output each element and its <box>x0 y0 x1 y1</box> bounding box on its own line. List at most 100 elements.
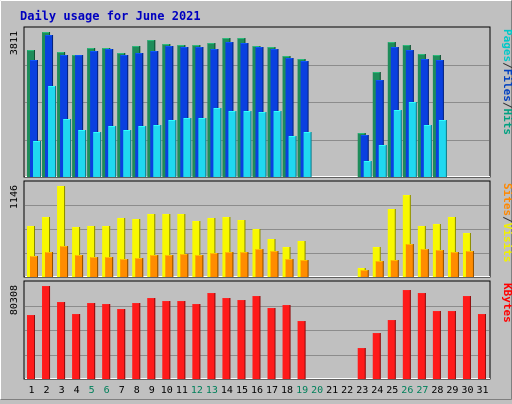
legend-entry: / <box>501 62 512 69</box>
bar-files-day-23-fill <box>360 135 369 177</box>
bar-kbytes-day-29-fill <box>447 311 456 379</box>
bar-pages-day-27 <box>423 125 432 177</box>
bar-sites-day-30-fill <box>465 251 474 277</box>
bar-files-day-18-fill <box>285 58 294 177</box>
bar-pages-day-13 <box>213 108 222 177</box>
x-tick-label-day-29: 29 <box>446 385 458 396</box>
bar-files-day-5-fill <box>90 51 99 177</box>
bar-kbytes-day-1 <box>27 315 35 379</box>
bar-sites-day-27-fill <box>420 249 429 277</box>
panel-2-legend: KBytes <box>501 283 512 323</box>
bar-kbytes-day-7 <box>117 309 126 379</box>
bar-sites-day-15-fill <box>240 252 249 277</box>
x-tick-label-day-19: 19 <box>296 385 308 396</box>
bar-kbytes-day-6 <box>102 304 111 379</box>
bar-files-day-24-fill <box>375 80 384 177</box>
bar-sites-day-4 <box>75 255 84 277</box>
bar-kbytes-day-12-fill <box>192 304 201 379</box>
x-tick-label-day-2: 2 <box>44 385 50 396</box>
bar-visits-day-29-fill <box>447 217 456 277</box>
x-tick-label-day-4: 4 <box>74 385 80 396</box>
x-tick-label-day-9: 9 <box>149 385 155 396</box>
legend-entry: / <box>501 216 512 223</box>
bar-visits-day-4-fill <box>72 227 81 277</box>
bar-kbytes-day-23-fill <box>357 348 366 379</box>
x-tick-label-day-3: 3 <box>59 385 65 396</box>
bar-visits-day-11-fill <box>177 214 186 277</box>
bar-pages-day-3 <box>63 119 72 177</box>
bar-visits-day-10-fill <box>162 214 171 277</box>
bar-kbytes-day-4 <box>72 314 81 379</box>
bar-sites-day-14 <box>225 252 234 277</box>
bar-visits-day-2-fill <box>42 217 51 277</box>
bar-pages-day-23-fill <box>363 161 372 177</box>
bar-sites-day-3-fill <box>60 246 69 277</box>
x-tick-label-day-1: 1 <box>29 385 35 396</box>
x-tick-label-day-13: 13 <box>206 385 218 396</box>
bar-pages-day-27-fill <box>423 125 432 177</box>
chart-title: Daily usage for June 2021 <box>20 9 201 23</box>
bar-kbytes-day-26-fill <box>402 290 411 379</box>
x-tick-label-day-11: 11 <box>176 385 188 396</box>
bar-pages-day-5 <box>93 132 102 177</box>
bar-pages-day-4 <box>78 130 87 177</box>
bar-pages-day-15-fill <box>243 111 252 177</box>
bar-pages-day-17 <box>273 111 282 177</box>
bar-kbytes-day-24 <box>372 333 381 379</box>
bar-sites-day-2 <box>45 252 54 277</box>
bar-kbytes-day-3-fill <box>57 302 66 379</box>
bar-files-day-10-fill <box>165 46 174 177</box>
x-tick-label-day-6: 6 <box>104 385 110 396</box>
x-tick-label-day-22: 22 <box>341 385 353 396</box>
bar-pages-day-8-fill <box>138 126 147 177</box>
bar-kbytes-day-15-fill <box>237 300 246 379</box>
bar-pages-day-1-fill <box>33 141 41 177</box>
x-tick-label-day-7: 7 <box>119 385 125 396</box>
bar-kbytes-day-8-fill <box>132 303 141 379</box>
bar-kbytes-day-13 <box>207 293 216 379</box>
bar-kbytes-day-2-fill <box>42 286 51 379</box>
bar-kbytes-day-10 <box>162 301 171 379</box>
bar-pages-day-1 <box>33 141 41 177</box>
x-tick-label-day-17: 17 <box>266 385 278 396</box>
bar-sites-day-23 <box>360 270 369 277</box>
bar-kbytes-day-15 <box>237 300 246 379</box>
bar-kbytes-day-3 <box>57 302 66 379</box>
bar-pages-day-5-fill <box>93 132 102 177</box>
bar-sites-day-19-fill <box>300 260 309 277</box>
bar-sites-day-6 <box>105 257 114 277</box>
x-tick-label-day-18: 18 <box>281 385 293 396</box>
bar-pages-day-26-fill <box>408 102 417 177</box>
bar-files-day-6-fill <box>105 49 114 177</box>
bar-sites-day-26 <box>405 244 414 277</box>
bar-kbytes-day-5-fill <box>87 303 96 379</box>
bar-kbytes-day-18-fill <box>282 305 291 379</box>
bar-sites-day-16 <box>255 249 264 277</box>
x-tick-label-day-30: 30 <box>461 385 473 396</box>
bar-kbytes-day-31-fill <box>477 314 486 379</box>
bar-pages-day-24-fill <box>378 145 387 177</box>
bar-kbytes-day-16 <box>252 296 261 379</box>
bar-pages-day-2 <box>48 86 57 177</box>
bar-pages-day-19 <box>303 132 312 177</box>
bar-visits-day-15-fill <box>237 220 246 277</box>
bar-kbytes-day-30 <box>462 296 471 379</box>
bar-files-day-12-fill <box>195 47 204 177</box>
bar-sites-day-7-fill <box>120 259 129 277</box>
bar-visits-day-3-fill <box>57 186 66 277</box>
bar-sites-day-8-fill <box>135 258 144 277</box>
bar-visits-day-6-fill <box>102 226 111 277</box>
bar-visits-day-1-fill <box>27 226 35 277</box>
x-tick-label-day-16: 16 <box>251 385 263 396</box>
bar-sites-day-29-fill <box>450 252 459 277</box>
bar-files-day-1-fill <box>30 60 38 177</box>
bar-files-day-7-fill <box>120 55 129 177</box>
x-tick-label-day-21: 21 <box>326 385 338 396</box>
bar-sites-day-5 <box>90 257 99 277</box>
bar-sites-day-29 <box>450 252 459 277</box>
bar-sites-day-24-fill <box>375 261 384 277</box>
bar-visits-day-9-fill <box>147 214 156 277</box>
bar-sites-day-17-fill <box>270 251 279 277</box>
x-tick-label-day-15: 15 <box>236 385 248 396</box>
